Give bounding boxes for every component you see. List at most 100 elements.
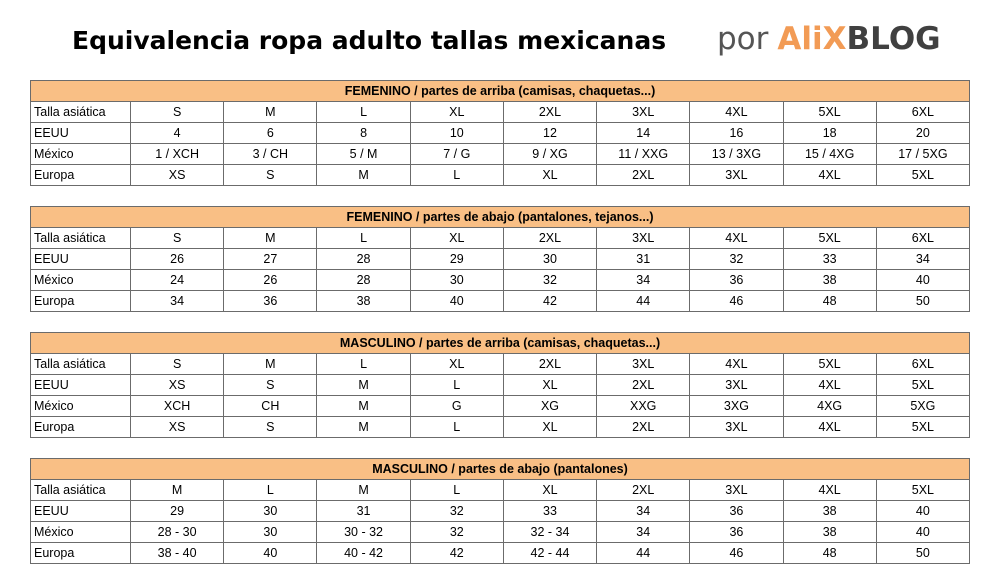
size-cell: 32	[409, 521, 504, 543]
size-cell: 40	[223, 542, 318, 564]
size-cell: XL	[502, 479, 598, 501]
size-cell: S	[223, 374, 318, 396]
size-cell: M	[316, 164, 411, 186]
table-row: Europa 38 - 40 40 40 - 42 42 42 - 44 44 46 48 50	[30, 542, 971, 564]
size-cell: 14	[596, 122, 691, 144]
size-cell: XS	[129, 164, 225, 186]
size-cell: 27	[223, 248, 318, 270]
size-cell: 46	[689, 542, 784, 564]
size-cell: 36	[223, 290, 318, 312]
size-cell: 30	[223, 521, 318, 543]
size-cell: 8	[316, 122, 411, 144]
size-cell: 24	[129, 269, 225, 291]
size-cell: 28	[316, 269, 411, 291]
size-cell: 40	[875, 269, 971, 291]
table-caption: FEMENINO / partes de abajo (pantalones, …	[30, 206, 970, 228]
size-cell: L	[409, 374, 504, 396]
size-cell: 30	[409, 269, 504, 291]
size-cell: 48	[782, 542, 877, 564]
size-cell: 40 - 42	[316, 542, 411, 564]
table-female-bottoms: FEMENINO / partes de abajo (pantalones, …	[30, 206, 971, 312]
size-cell: 44	[596, 290, 691, 312]
size-cell: M	[316, 416, 411, 438]
table-male-tops: MASCULINO / partes de arriba (camisas, c…	[30, 332, 971, 438]
table-row: Talla asiática S M L XL 2XL 3XL 4XL 5XL 6XL	[30, 227, 971, 249]
size-cell: 32	[409, 500, 504, 522]
size-cell: 34	[596, 521, 691, 543]
size-cell: 50	[875, 290, 971, 312]
size-cell: 3 / CH	[223, 143, 318, 165]
size-cell: 28 - 30	[129, 521, 225, 543]
size-cell: 29	[409, 248, 504, 270]
row-label: Europa	[30, 164, 131, 186]
size-cell: 10	[409, 122, 504, 144]
size-cell: 32 - 34	[502, 521, 598, 543]
size-cell: 16	[689, 122, 784, 144]
size-cell: 4XL	[782, 164, 877, 186]
size-cell: S	[129, 227, 225, 249]
size-cell: 2XL	[502, 227, 598, 249]
size-cell: 2XL	[502, 353, 598, 375]
row-label: México	[30, 143, 131, 165]
size-cell: M	[316, 395, 411, 417]
table-row: Talla asiática S M L XL 2XL 3XL 4XL 5XL 6XL	[30, 101, 971, 123]
size-cell: 4	[129, 122, 225, 144]
size-cell: 6XL	[875, 353, 971, 375]
row-label: EEUU	[30, 500, 131, 522]
size-cell: 20	[875, 122, 971, 144]
size-cell: M	[223, 353, 318, 375]
size-cell: 5XL	[875, 374, 971, 396]
size-cell: 36	[689, 521, 784, 543]
table-caption: FEMENINO / partes de arriba (camisas, ch…	[30, 80, 970, 102]
size-cell: 3XL	[689, 374, 784, 396]
size-cell: 4XG	[782, 395, 877, 417]
table-row: Europa 34 36 38 40 42 44 46 48 50	[30, 290, 971, 312]
size-cell: 40	[409, 290, 504, 312]
size-cell: 1 / XCH	[129, 143, 225, 165]
row-label: México	[30, 521, 131, 543]
size-cell: 18	[782, 122, 877, 144]
row-label: Talla asiática	[30, 353, 131, 375]
size-cell: 33	[782, 248, 877, 270]
size-cell: 4XL	[689, 227, 784, 249]
size-cell: XXG	[596, 395, 691, 417]
size-cell: XS	[129, 416, 225, 438]
size-cell: 7 / G	[409, 143, 504, 165]
size-cell: 4XL	[689, 353, 784, 375]
size-cell: 38	[782, 521, 877, 543]
size-cell: 3XL	[689, 416, 784, 438]
size-cell: L	[409, 479, 504, 501]
page-header: Equivalencia ropa adulto tallas mexicana…	[0, 18, 999, 64]
brand-alix: AliX	[777, 21, 847, 57]
size-cell: 4XL	[689, 101, 784, 123]
table-female-tops: FEMENINO / partes de arriba (camisas, ch…	[30, 80, 971, 186]
size-cell: 26	[129, 248, 225, 270]
size-cell: 46	[689, 290, 784, 312]
row-label: EEUU	[30, 122, 131, 144]
size-cell: 2XL	[596, 479, 691, 501]
page-title: Equivalencia ropa adulto tallas mexicana…	[72, 26, 667, 55]
size-cell: 5XL	[875, 479, 971, 501]
size-cell: S	[129, 353, 225, 375]
size-cell: 3XL	[596, 227, 691, 249]
size-cell: 2XL	[502, 101, 598, 123]
brand-logo: por AliXBLOG	[717, 21, 941, 57]
size-cell: 5XL	[875, 164, 971, 186]
size-cell: XL	[502, 416, 598, 438]
size-cell: 40	[875, 500, 971, 522]
row-label: Talla asiática	[30, 227, 131, 249]
size-cell: S	[223, 164, 318, 186]
row-label: EEUU	[30, 374, 131, 396]
size-cell: 40	[875, 521, 971, 543]
size-cell: 5XL	[782, 353, 877, 375]
size-cell: 13 / 3XG	[689, 143, 784, 165]
table-row: EEUU XS S M L XL 2XL 3XL 4XL 5XL	[30, 374, 971, 396]
table-row: Europa XS S M L XL 2XL 3XL 4XL 5XL	[30, 164, 971, 186]
size-cell: 31	[316, 500, 411, 522]
size-cell: 6	[223, 122, 318, 144]
size-cell: L	[409, 164, 504, 186]
size-cell: 38	[316, 290, 411, 312]
size-cell: 26	[223, 269, 318, 291]
size-cell: 5XL	[782, 101, 877, 123]
